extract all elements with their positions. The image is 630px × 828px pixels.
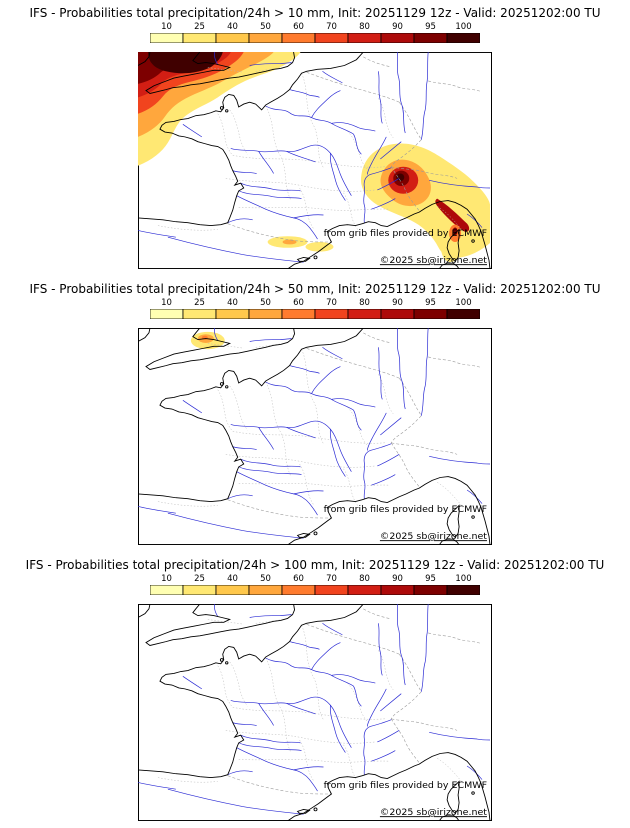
colorbar: 10 25 40 50 60 70 80 90 95 100 [150,22,480,43]
colorbar-tick: 25 [194,574,205,584]
colorbar-tick: 90 [392,574,403,584]
panel-precip-100mm: IFS - Probabilities total precipitation/… [0,552,630,828]
copyright-link[interactable]: ©2025 sb@irizone.net [380,531,487,542]
panel-title: IFS - Probabilities total precipitation/… [29,6,601,20]
colorbar-tick: 25 [194,298,205,308]
colorbar-labels: 10 25 40 50 60 70 80 90 95 100 [150,22,480,32]
colorbar-tick: 40 [227,574,238,584]
colorbar-tick: 10 [161,22,172,32]
colorbar-tick: 80 [359,574,370,584]
map-50mm: from grib files provided by ECMWF ©2025 … [138,328,492,545]
colorbar-tick: 70 [326,574,337,584]
colorbar-tick: 70 [326,298,337,308]
colorbar-tick: 40 [227,22,238,32]
map-100mm: from grib files provided by ECMWF ©2025 … [138,604,492,821]
panel-precip-50mm: IFS - Probabilities total precipitation/… [0,276,630,552]
colorbar-tick: 80 [359,298,370,308]
ecmwf-attribution: from grib files provided by ECMWF [324,780,487,791]
map-frame [138,604,492,821]
colorbar-labels: 10 25 40 50 60 70 80 90 95 100 [150,574,480,584]
colorbar-tick: 50 [260,22,271,32]
colorbar-tick: 40 [227,298,238,308]
colorbar-tick: 10 [161,574,172,584]
panel-title: IFS - Probabilities total precipitation/… [29,282,601,296]
colorbar-tick: 95 [425,22,436,32]
map-10mm: from grib files provided by ECMWF ©2025 … [138,52,492,269]
colorbar-tick: 90 [392,22,403,32]
colorbar-tick: 60 [293,298,304,308]
colorbar-gradient [150,33,480,43]
colorbar-tick: 95 [425,298,436,308]
colorbar-tick: 90 [392,298,403,308]
colorbar-tick: 80 [359,22,370,32]
colorbar-gradient [150,309,480,319]
colorbar-tick: 60 [293,574,304,584]
colorbar-tick: 50 [260,574,271,584]
colorbar-tick: 50 [260,298,271,308]
colorbar-tick: 100 [455,298,472,308]
colorbar-tick: 95 [425,574,436,584]
precip-probability-overlay [138,52,491,263]
panel-precip-10mm: IFS - Probabilities total precipitation/… [0,0,630,276]
copyright-link[interactable]: ©2025 sb@irizone.net [380,807,487,818]
colorbar-tick: 100 [455,22,472,32]
colorbar-tick: 25 [194,22,205,32]
ecmwf-attribution: from grib files provided by ECMWF [324,504,487,515]
colorbar-tick: 10 [161,298,172,308]
colorbar-tick: 70 [326,22,337,32]
colorbar-gradient [150,585,480,595]
ecmwf-attribution: from grib files provided by ECMWF [324,228,487,239]
colorbar-tick: 60 [293,22,304,32]
colorbar: 10 25 40 50 60 70 80 90 95 100 [150,298,480,319]
copyright-link[interactable]: ©2025 sb@irizone.net [380,255,487,266]
panel-title: IFS - Probabilities total precipitation/… [25,558,605,572]
colorbar-tick: 100 [455,574,472,584]
colorbar: 10 25 40 50 60 70 80 90 95 100 [150,574,480,595]
map-frame [138,328,492,545]
colorbar-labels: 10 25 40 50 60 70 80 90 95 100 [150,298,480,308]
